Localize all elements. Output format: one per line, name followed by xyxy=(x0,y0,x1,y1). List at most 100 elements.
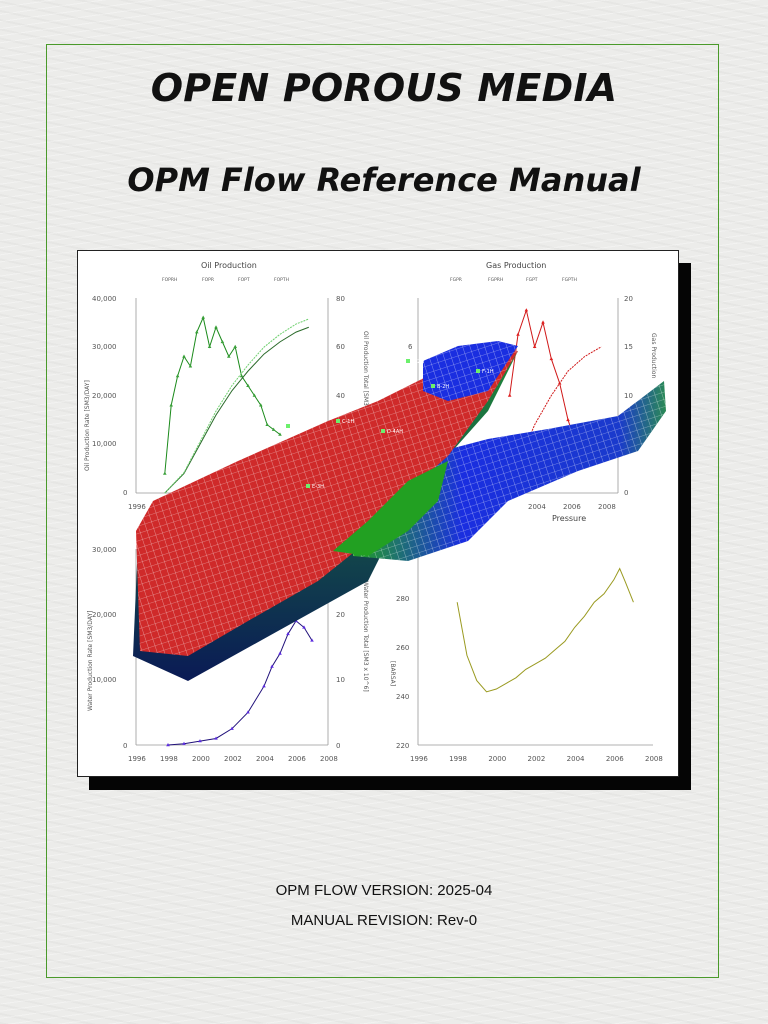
gas-xtick-2: 2008 xyxy=(598,503,616,511)
water-rate-marker xyxy=(310,638,314,642)
water-rate-marker xyxy=(182,741,186,745)
gas-rate-marker xyxy=(566,417,570,422)
oil-rate-marker xyxy=(182,354,186,358)
well-marker xyxy=(476,369,480,373)
well-label: C-1H xyxy=(342,419,354,425)
gas-rate-line xyxy=(509,308,577,445)
oil-total-history-line xyxy=(164,318,309,494)
water-ytick-0: 0 xyxy=(123,742,127,750)
well-label: C-4H xyxy=(292,424,304,430)
pressure-title: Pressure xyxy=(552,514,586,523)
oil-rate-marker xyxy=(207,344,212,348)
well-marker xyxy=(306,484,310,488)
pressure-x-ticks: 1996 1998 2000 2002 2004 2006 2008 xyxy=(410,755,663,763)
oil-y2tick-2: 40 xyxy=(336,392,345,400)
water-rate-marker xyxy=(198,739,202,743)
well-label: C-2H xyxy=(412,359,424,365)
page-border xyxy=(46,44,719,978)
oil-rate-marker xyxy=(259,403,263,407)
gas-plot-area xyxy=(507,308,602,464)
oil-ytick-3: 30,000 xyxy=(92,343,117,351)
water-xtick: 2002 xyxy=(224,755,242,763)
gas-rate-marker xyxy=(524,308,529,312)
well-marker xyxy=(381,429,385,433)
pressure-ytick-1: 240 xyxy=(396,693,409,701)
gas-y2tick-4: 20 xyxy=(624,295,633,303)
gas-y2label: Gas Production xyxy=(650,333,657,378)
revision-label: MANUAL REVISION: Rev-0 xyxy=(290,912,478,929)
well-label: B-2H xyxy=(437,384,449,390)
gas-legend-1: FGPRH xyxy=(488,277,503,283)
gas-y2tick-0: 0 xyxy=(624,489,628,497)
water-ytick-1: 10,000 xyxy=(92,676,117,684)
gas-rate-marker xyxy=(549,356,554,361)
water-ytick-3: 30,000 xyxy=(92,546,117,554)
water-rate-marker xyxy=(270,664,274,668)
pressure-plot-area xyxy=(456,567,634,693)
well-label: D-4AH xyxy=(387,429,403,435)
water-y2tick-2: 20 xyxy=(336,611,345,619)
water-rate-marker xyxy=(278,651,282,655)
water-rate-marker xyxy=(214,736,218,740)
pressure-xtick: 1996 xyxy=(410,755,428,763)
water-ylabel: Water Production Rate [SM3/DAY] xyxy=(87,611,94,711)
well-label: F-1H xyxy=(482,369,494,375)
oil-ytick-1: 10,000 xyxy=(92,440,117,448)
oil-total-line xyxy=(164,326,309,494)
oil-ytick-4: 40,000 xyxy=(92,295,117,303)
gas-xtick-1: 2006 xyxy=(563,503,581,511)
oil-rate-marker xyxy=(252,393,257,397)
pressure-xtick: 2000 xyxy=(488,755,506,763)
oil-rate-marker xyxy=(169,403,173,407)
oil-y2tick-4: 80 xyxy=(336,295,345,303)
gas-legend-0: FGPR xyxy=(450,277,462,283)
oil-legend-1: FOPR xyxy=(202,277,214,283)
water-x-ticks: 1996 1998 2000 2002 2004 2006 2008 xyxy=(128,755,338,763)
water-y2tick-0: 0 xyxy=(336,742,340,750)
gas-y2tick-2: 10 xyxy=(624,392,633,400)
water-y2label: Water Production Total [SM3 x 10^6] xyxy=(362,581,369,692)
gas-legend-2: FGPT xyxy=(526,277,538,283)
reservoir-gas-cap-grid xyxy=(136,349,518,656)
well-marker xyxy=(431,384,435,388)
gas-legend-3: FGPTH xyxy=(562,277,577,283)
gas-production-title: Gas Production xyxy=(486,261,546,270)
oil-legend-0: FOPRH xyxy=(162,277,177,283)
oil-rate-marker xyxy=(233,344,237,348)
well-marker xyxy=(336,419,340,423)
oil-rate-marker xyxy=(195,330,199,334)
water-rate-marker xyxy=(230,726,234,730)
water-y2tick-1: 10 xyxy=(336,676,345,684)
pressure-panel: Pressure 280 260 240 220 [BARSA] 1996 199… xyxy=(389,514,663,763)
pressure-ytick-0: 220 xyxy=(396,742,409,750)
oil-plot-area xyxy=(163,315,309,494)
reservoir-north-lobe-grid xyxy=(423,341,518,401)
reservoir-model: C-4H C-1H C-2H B-2H D-4AH E-3H F-1H xyxy=(133,341,666,681)
oil-xtick-0: 1996 xyxy=(128,503,146,511)
gas-rate-marker xyxy=(507,393,512,397)
water-ytick-2: 20,000 xyxy=(92,611,117,619)
reservoir-east-arm-grid xyxy=(353,381,666,561)
water-xtick: 2000 xyxy=(192,755,210,763)
water-rate-marker xyxy=(166,743,170,747)
gas-rate-marker xyxy=(541,320,545,324)
gas-rate-marker xyxy=(532,344,537,348)
pressure-ytick-3: 280 xyxy=(396,595,409,603)
version-label: OPM FLOW VERSION: 2025-04 xyxy=(275,882,493,899)
oil-rate-marker xyxy=(201,315,205,319)
oil-rate-marker xyxy=(175,374,180,378)
oil-rate-marker xyxy=(188,364,193,368)
water-xtick: 2004 xyxy=(256,755,274,763)
oil-rate-marker xyxy=(227,354,231,358)
oil-rate-marker xyxy=(271,427,276,431)
oil-rate-marker xyxy=(265,422,269,426)
oil-ylabel: Oil Production Rate [SM3/DAY] xyxy=(84,380,91,471)
document-subtitle: OPM Flow Reference Manual xyxy=(127,161,641,199)
gas-rate-marker xyxy=(516,332,520,336)
oil-rate-marker xyxy=(278,432,282,436)
oil-rate-marker xyxy=(239,374,244,378)
oil-rate-marker xyxy=(214,325,218,329)
reservoir-oil-zone xyxy=(333,461,448,556)
water-xtick: 2006 xyxy=(288,755,306,763)
oil-rate-marker xyxy=(246,383,250,387)
